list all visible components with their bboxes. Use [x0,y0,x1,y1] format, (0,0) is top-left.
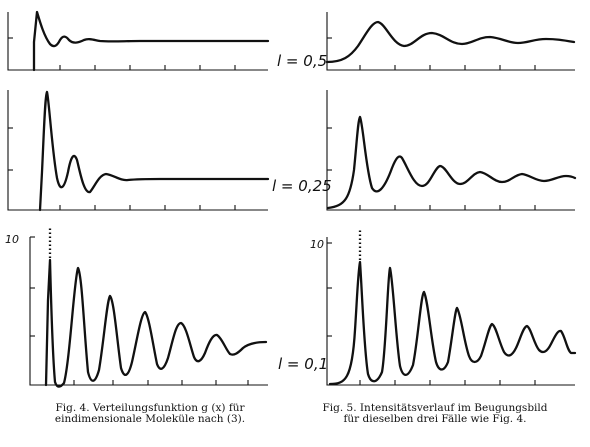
fig5-bottom-ticks [327,287,536,385]
label-l-0-25: l = 0,25 [272,177,332,195]
label-l-0-5: l = 0,5 [277,52,327,70]
fig5-top-curve [325,20,576,64]
fig5-bottom-curve [328,260,577,386]
fig4-top-frame [7,12,268,71]
label-l-0-1: l = 0,1 [278,355,328,373]
fig5-panel-middle [326,90,577,211]
fig5-caption-line1: Fig. 5. Intensitätsverlauf im Beugungsbi… [322,402,548,414]
fig5-panel-top [325,12,576,71]
fig4-bottom-ticks [30,287,249,385]
fig4-top-curve [32,10,270,72]
fig4-middle-curve [38,90,270,212]
fig5-middle-curve [326,115,577,210]
fig5-top-ticks [327,37,536,70]
fig4-bottom-curve [44,258,268,388]
fig5-bottom-frame [326,237,575,386]
fig4-middle-ticks [8,127,236,210]
fig5-middle-frame [326,90,575,211]
fig4-caption: Fig. 4. Verteilungsfunktion g (x) für ei… [20,403,280,425]
fig4-top-ticks [8,37,236,70]
fig5-top-frame [326,12,575,71]
fig5-panel-bottom: 10 [310,228,577,386]
fig4-ytick-label: 10 [5,233,19,246]
fig4-panel-bottom: 10 [5,228,268,388]
fig4-middle-frame [7,90,268,211]
fig5-ytick-label: 10 [310,238,324,251]
fig4-caption-line1: Fig. 4. Verteilungsfunktion g (x) für [55,402,245,414]
fig4-panel-top [7,10,270,72]
fig4-bottom-frame [29,237,268,386]
fig4-panel-middle [7,90,270,212]
fig4-caption-line2: eindimensionale Moleküle nach (3). [54,413,246,425]
fig5-middle-ticks [327,127,536,210]
fig5-caption: Fig. 5. Intensitätsverlauf im Beugungsbi… [295,403,575,425]
fig5-caption-line2: für dieselben drei Fälle wie Fig. 4. [343,413,527,425]
